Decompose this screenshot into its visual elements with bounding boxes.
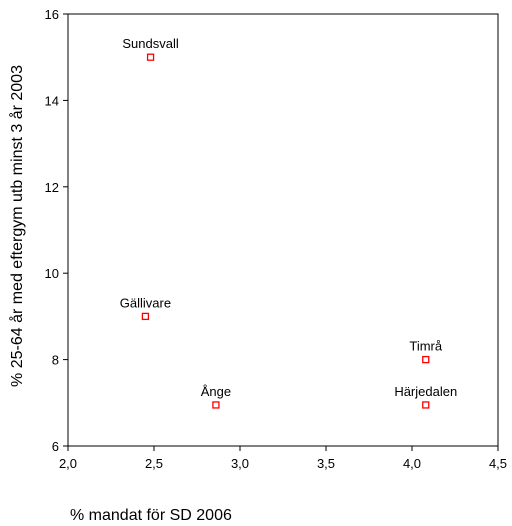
data-point-marker: [141, 312, 150, 321]
axes: 2,0 2,5 3,0 3,5 4,0 4,5 6 8 10 12 14 16: [45, 7, 508, 471]
x-tick-label: 3,0: [231, 456, 249, 471]
y-tick-label: 14: [45, 93, 59, 108]
y-tick-label: 10: [45, 266, 59, 281]
data-point-marker: [212, 401, 220, 409]
y-axis-label: % 25-64 år med eftergym utb minst 3 år 2…: [8, 65, 26, 387]
x-axis-label: % mandat för SD 2006: [70, 507, 232, 524]
x-tick-label: 2,0: [59, 456, 77, 471]
y-tick-label: 8: [52, 353, 59, 368]
data-point-label: Timrå: [409, 339, 443, 354]
data-point-label: Härjedalen: [394, 384, 457, 399]
x-tick-label: 4,0: [403, 456, 421, 471]
data-point-label: Sundsvall: [122, 36, 178, 51]
data-points: Sundsvall Gällivare Ånge Timrå Härjedalen: [120, 36, 457, 409]
y-tick-label: 16: [45, 7, 59, 22]
x-tick-label: 4,5: [489, 456, 507, 471]
x-tick-label: 2,5: [145, 456, 163, 471]
data-point-marker: [422, 401, 430, 409]
plot-frame: [67, 13, 499, 447]
data-point-marker: [422, 355, 430, 364]
data-point-label: Ånge: [201, 384, 231, 399]
y-tick-label: 12: [45, 180, 59, 195]
x-tick-label: 3,5: [317, 456, 335, 471]
data-point-label: Gällivare: [120, 295, 171, 310]
data-point-marker: [146, 53, 155, 61]
y-tick-label: 6: [52, 439, 59, 454]
